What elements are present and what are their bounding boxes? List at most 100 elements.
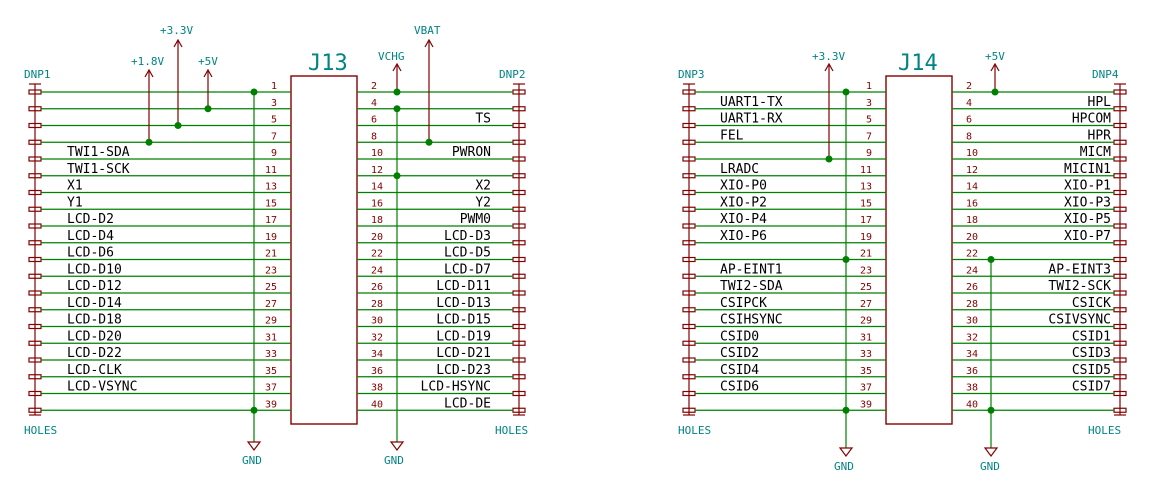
j14-left-signal: CSID4	[720, 363, 759, 378]
j14-right-pin-number: 12	[966, 165, 978, 176]
j14-left-signal: LRADC	[720, 162, 759, 177]
j14-left-signal: FEL	[720, 128, 744, 143]
j13-left-pin-number: 33	[265, 349, 277, 360]
j13-left-pin-number: 23	[265, 265, 277, 276]
j13-right-signal: X2	[475, 179, 491, 194]
j13-right-pin-number: 2	[371, 81, 377, 92]
pwr-vbat-label: VBAT	[414, 24, 441, 37]
j14-right-pin-number: 18	[966, 215, 978, 226]
j13-left-signal: LCD-D14	[67, 296, 122, 311]
j13-right-signal: LCD-D11	[436, 279, 491, 294]
j13-right-pin-number: 24	[371, 265, 383, 276]
pwr-3v3-label-j13: +3.3V	[160, 24, 193, 37]
j13-left-pin-number: 21	[265, 249, 277, 260]
pwr-5v-label-j14: +5V	[985, 50, 1005, 63]
j13-left-pin-number: 7	[271, 131, 277, 142]
j14-left-pin-number: 11	[860, 165, 872, 176]
j13-left-pin-number: 39	[265, 399, 277, 410]
j13-left-signal: LCD-D10	[67, 262, 122, 277]
j13-right-pin-number: 4	[371, 98, 377, 109]
j13-left-pin-number: 25	[265, 282, 277, 293]
j14-left-signal: CSIPCK	[720, 296, 767, 311]
j13-right-pin-number: 20	[371, 232, 383, 243]
j14-right-pin-number: 26	[966, 282, 978, 293]
gnd-j13-left-symbol	[246, 441, 262, 451]
j14-right-signal: HPL	[1088, 95, 1112, 110]
j13-left-pin-number: 11	[265, 165, 277, 176]
junction-gnd1	[250, 88, 258, 96]
junction-gnd6	[842, 256, 850, 263]
j14-left-pin-number: 23	[860, 265, 872, 276]
dnp2-label: DNP2	[499, 68, 526, 81]
j13-right-signal: LCD-DE	[444, 396, 491, 411]
j13-body	[290, 75, 358, 425]
junction-gnd8	[987, 256, 995, 263]
holes-label-left-j14: HOLES	[678, 424, 711, 437]
j13-left-signal: Y1	[67, 195, 83, 210]
gnd-label-j14-right: GND	[980, 460, 1000, 473]
j14-left-pin-number: 17	[860, 215, 872, 226]
j14-right-pin-number: 28	[966, 299, 978, 310]
junction-vbat	[425, 138, 433, 146]
junction-gnd9	[987, 406, 995, 414]
j13-right-pin-number: 34	[371, 349, 383, 360]
pwr-5v-j14-arrow	[990, 62, 1000, 72]
gnd-label-j13-right: GND	[384, 454, 404, 467]
j14-right-signal: CSID3	[1072, 346, 1111, 361]
j14-right-signal: HPCOM	[1072, 112, 1111, 127]
pwr-vchg-arrow	[392, 62, 402, 72]
pwr-vbat-arrow	[424, 38, 434, 48]
j13-right-pin-number: 18	[371, 215, 383, 226]
j13-left-signal: X1	[67, 179, 83, 194]
j14-left-pin-number: 3	[866, 98, 872, 109]
pwr-3v3-label-j14: +3.3V	[812, 50, 845, 63]
gnd-label-j13-left: GND	[242, 454, 262, 467]
junction-gnd5	[842, 88, 850, 96]
junction-1v8	[145, 138, 153, 146]
j14-right-signal: CSIVSYNC	[1048, 313, 1111, 328]
j14-left-pin-number: 27	[860, 299, 872, 310]
junction-vchg	[393, 88, 401, 96]
j14-left-pin-number: 37	[860, 383, 872, 394]
j14-right-pin-number: 30	[966, 316, 978, 327]
j13-left-pin-number: 17	[265, 215, 277, 226]
j13-left-signal: LCD-D4	[67, 229, 114, 244]
j13-left-signal: TWI1-SCK	[67, 162, 130, 177]
j13-right-pin-number: 6	[371, 115, 377, 126]
j14-left-signal: XIO-P2	[720, 195, 767, 210]
j14-left-pin-number: 5	[866, 115, 872, 126]
j13-left-pin-number: 15	[265, 198, 277, 209]
j14-body	[885, 75, 953, 425]
j14-left-signal: UART1-TX	[720, 95, 783, 110]
j14-right-pin-number: 22	[966, 249, 978, 260]
holes-label-right-j13: HOLES	[495, 424, 528, 437]
j14-right-pin-number: 34	[966, 349, 978, 360]
junction-gnd2	[250, 406, 258, 414]
j13-left-signal: LCD-D12	[67, 279, 122, 294]
j14-right-pin-number: 32	[966, 332, 978, 343]
j13-left-pin-number: 29	[265, 316, 277, 327]
j13-right-signal: LCD-D13	[436, 296, 491, 311]
j14-title: J14	[898, 51, 938, 76]
j14-right-signal: XIO-P5	[1064, 212, 1111, 227]
j13-right-signal: LCD-HSYNC	[421, 380, 491, 395]
j13-right-signal: PWRON	[452, 145, 491, 160]
j13-left-signal: LCD-D20	[67, 329, 122, 344]
j14-left-signal: UART1-RX	[720, 112, 783, 127]
junction-3v3-j13	[174, 122, 182, 129]
j14-left-signal: CSID6	[720, 380, 759, 395]
j13-right-pin-number: 22	[371, 249, 383, 260]
j14-left-pin-number: 15	[860, 198, 872, 209]
j14-right-signal: MICIN1	[1064, 162, 1111, 177]
j14-right-pin-number: 20	[966, 232, 978, 243]
j13-right-signal: LCD-D3	[444, 229, 491, 244]
j14-right-pin-number: 6	[966, 115, 972, 126]
j14-right-signal: TWI2-SCK	[1048, 279, 1111, 294]
j14-right-signal: XIO-P3	[1064, 195, 1111, 210]
junction-gnd3	[393, 105, 401, 113]
j13-right-pin-number: 16	[371, 198, 383, 209]
j14-left-pin-number: 1	[866, 81, 872, 92]
j14-right-pin-number: 2	[966, 81, 972, 92]
